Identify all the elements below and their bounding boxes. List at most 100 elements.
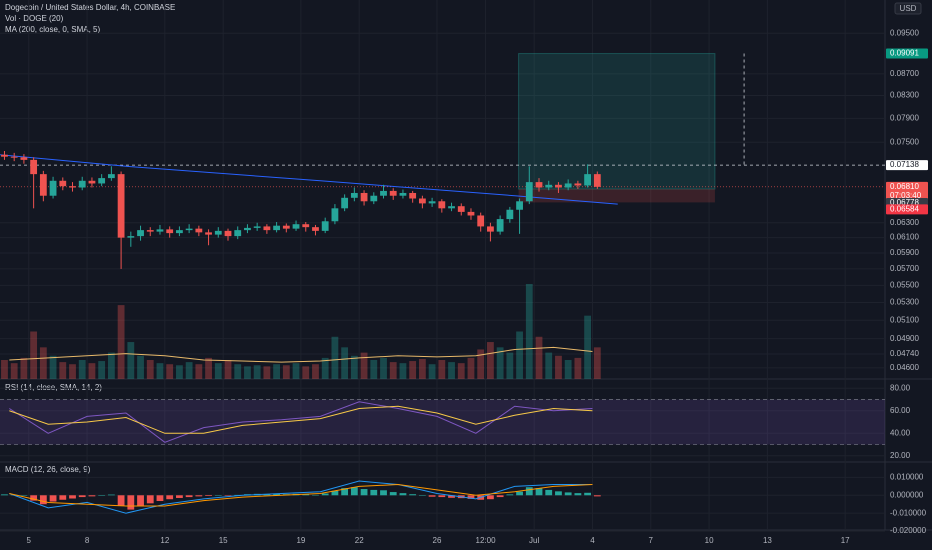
macd-histogram-bar <box>593 495 601 497</box>
volume-bar <box>176 365 183 379</box>
x-tick-label: 5 <box>27 536 32 545</box>
macd-histogram-bar <box>78 495 86 498</box>
volume-bar <box>224 360 232 379</box>
volume-bar <box>69 364 76 379</box>
macd-histogram-bar <box>574 493 582 496</box>
volume-bar <box>1 360 8 379</box>
x-tick-label: 15 <box>219 536 228 545</box>
candle-body <box>409 192 417 199</box>
crosshair-price-label-bg <box>886 160 928 171</box>
candle-body <box>137 230 144 237</box>
volume-bar <box>516 331 523 379</box>
candle-body <box>428 201 436 204</box>
candle-body <box>457 206 465 212</box>
macd-histogram-bar <box>428 495 436 497</box>
candle-body <box>195 228 203 233</box>
macd-histogram-bar <box>545 489 553 496</box>
candle-body <box>593 174 601 187</box>
y-tick-label: -0.010000 <box>890 508 927 517</box>
candle-body <box>487 226 494 232</box>
candle-body <box>146 230 154 232</box>
y-tick-label: 0.04900 <box>890 334 919 343</box>
y-tick-label: 0.06300 <box>890 218 919 227</box>
y-tick-label: 0.010000 <box>890 472 924 481</box>
candle-body <box>176 230 183 234</box>
macd-histogram-bar <box>341 488 349 496</box>
rsi-band <box>0 399 885 445</box>
candle-body <box>321 221 329 231</box>
macd-histogram-bar <box>564 492 572 496</box>
candle-body <box>574 183 582 186</box>
macd-histogram-bar <box>156 495 164 502</box>
candle-body <box>88 180 96 184</box>
macd-histogram-bar <box>205 495 212 496</box>
x-tick-label: 12:00 <box>476 536 497 545</box>
crosshair-price-label: 0.07138 <box>890 160 919 169</box>
candle-body <box>389 190 397 196</box>
currency-button[interactable] <box>894 2 922 15</box>
volume-bar <box>234 364 242 379</box>
candle-body <box>545 184 553 188</box>
y-tick-label: 0.05700 <box>890 264 919 273</box>
x-tick-label: 4 <box>590 536 595 545</box>
volume-bar <box>88 363 96 379</box>
volume-bar <box>166 364 174 379</box>
macd-histogram-bar <box>399 493 407 496</box>
macd-histogram-bar <box>263 494 271 496</box>
macd-histogram-bar <box>195 495 203 497</box>
macd-histogram-bar <box>350 487 358 496</box>
candle-body <box>516 201 523 210</box>
candle-body <box>350 192 358 198</box>
candle-body <box>302 224 310 228</box>
volume-bar <box>477 349 485 379</box>
candle-body <box>467 211 475 216</box>
macd-legend: MACD (12, 26, close, 9) <box>5 465 91 474</box>
candle-body <box>525 182 533 202</box>
candle-body <box>234 230 242 237</box>
macd-histogram-bar <box>20 495 28 496</box>
currency-label[interactable]: USD <box>900 4 917 13</box>
volume-bar <box>428 364 436 379</box>
volume-bar <box>20 357 28 379</box>
volume-bar <box>321 357 329 379</box>
macd-histogram-bar <box>39 495 47 505</box>
volume-bar <box>380 357 387 379</box>
volume-bar <box>195 364 203 379</box>
candle-body <box>30 159 38 175</box>
volume-bar <box>263 366 271 379</box>
candle-body <box>399 192 407 196</box>
macd-histogram-bar <box>214 495 222 496</box>
volume-bar <box>49 355 57 379</box>
y-tick-label: 20.00 <box>890 451 911 460</box>
y-tick-label: 80.00 <box>890 383 911 392</box>
x-tick-label: 26 <box>433 536 442 545</box>
macd-histogram-bar <box>185 495 193 498</box>
candle-body <box>506 209 514 220</box>
volume-bar <box>137 355 144 379</box>
volume-bar <box>418 358 426 379</box>
candle-body <box>224 230 232 237</box>
volume-bar <box>525 284 533 379</box>
x-tick-label: 17 <box>841 536 850 545</box>
volume-bar <box>185 362 193 379</box>
macd-histogram-bar <box>496 495 504 498</box>
macd-histogram-bar <box>234 494 242 496</box>
target-price-label: 0.09091 <box>890 49 919 58</box>
x-tick-label: 12 <box>160 536 169 545</box>
volume-bar <box>292 363 300 379</box>
macd-histogram-bar <box>166 495 174 500</box>
y-tick-label: 0.07900 <box>890 113 919 122</box>
macd-histogram-bar <box>535 488 543 496</box>
y-tick-label: 0.05900 <box>890 248 919 257</box>
y-tick-label: 0.05300 <box>890 298 919 307</box>
candle-body <box>166 229 174 234</box>
candle-body <box>98 178 106 184</box>
position-loss-zone <box>518 189 715 203</box>
macd-histogram-bar <box>59 495 67 500</box>
position-profit-zone <box>518 53 716 190</box>
y-tick-label: 0.05500 <box>890 281 919 290</box>
candle-body <box>1 154 8 157</box>
volume-bar <box>535 336 543 379</box>
candle-body <box>448 206 455 209</box>
candle-body <box>10 156 18 158</box>
